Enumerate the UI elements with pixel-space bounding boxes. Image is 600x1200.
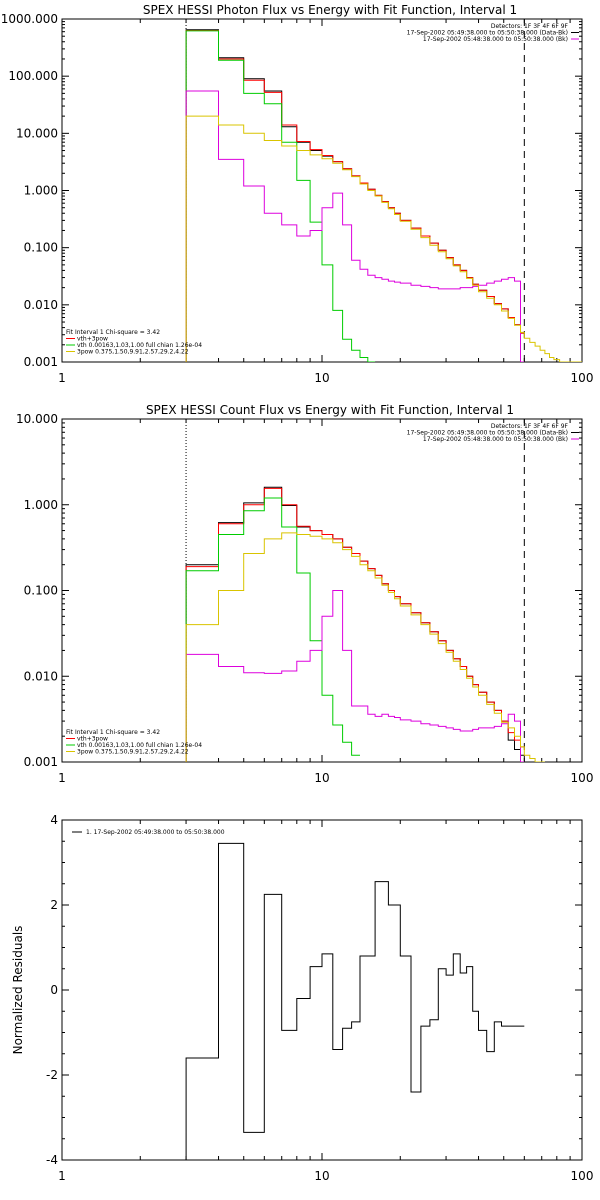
- y-tick-label: 0.001: [24, 755, 58, 769]
- legend-top-right-entry: Detectors: 1F 3F 4F 6F 9F: [491, 23, 569, 30]
- photon-flux-panel: SPEX HESSI Photon Flux vs Energy with Fi…: [1, 3, 594, 385]
- x-tick-label: 10: [314, 1169, 329, 1183]
- series-histogram: [185, 90, 525, 362]
- series-histogram: [185, 115, 582, 362]
- series-histogram: [185, 842, 525, 1160]
- panel-2-plot: 1 10 100 0.001 0.010 0.100 1.000 10.000 Detector…: [16, 412, 593, 785]
- legend-bottom-left-entry: Fit Interval 1 Chi-square = 3.42: [66, 329, 160, 336]
- x-tick-label: 100: [571, 371, 594, 385]
- y-tick-label: 10.000: [16, 126, 58, 140]
- y-tick-label: -4: [46, 1153, 58, 1167]
- legend-bottom-left-entry: 3pow 0.375,1.50,9.91,2.57,29.2,4.22: [77, 749, 189, 756]
- legend-bottom-left-entry: Fit Interval 1 Chi-square = 3.42: [66, 729, 160, 736]
- y-tick-label: 1.000: [24, 498, 58, 512]
- y-tick-label: 0.100: [24, 241, 58, 255]
- y-tick-label: 1000.000: [1, 12, 58, 26]
- residuals-ylabel: Normalized Residuals: [11, 926, 25, 1055]
- series-histogram: [185, 497, 360, 762]
- x-tick-label: 1: [58, 771, 66, 785]
- series-histogram: [185, 486, 525, 762]
- y-tick-label: 4: [50, 813, 58, 827]
- series-histogram: [185, 30, 376, 362]
- y-tick-label: 0.001: [24, 355, 58, 369]
- legend-bottom-left-entry: vth+3pow: [77, 336, 108, 343]
- panel-1-plot: 1 10 100 0.001 0.010 0.100 1.000 10.000 100.000 1…: [1, 12, 594, 385]
- y-tick-label: 100.000: [8, 69, 58, 83]
- legend-top-right-entry: 17-Sep-2002 05:48:38.000 to 05:50:38.000…: [423, 36, 568, 43]
- y-tick-label: 0.010: [24, 669, 58, 683]
- x-tick-label: 100: [571, 1169, 594, 1183]
- legend-top-right-entry: 17-Sep-2002 05:48:38.000 to 05:50:38.000…: [423, 436, 568, 443]
- legend-bottom-left-entry: 3pow 0.375,1.50,9.91,2.57,29.2,4.22: [77, 349, 189, 356]
- count-flux-panel: SPEX HESSI Count Flux vs Energy with Fit…: [16, 403, 593, 785]
- legend-top-right-entry: 17-Sep-2002 05:49:38.000 to 05:50:38.000…: [407, 30, 568, 37]
- series-histogram: [185, 487, 525, 762]
- y-tick-label: 2: [50, 898, 58, 912]
- legend-top-right-entry: 17-Sep-2002 05:49:38.000 to 05:50:38.000…: [407, 430, 568, 437]
- panel-2-title: SPEX HESSI Count Flux vs Energy with Fit…: [146, 403, 514, 417]
- y-tick-label: -2: [46, 1068, 58, 1082]
- residuals-panel: Normalized Residuals 1 10 100 -4 -2 0 2 4 1. 17-…: [11, 813, 593, 1183]
- panel-3-frame: [61, 819, 583, 1161]
- legend-bottom-left-entry: vth+3pow: [77, 736, 108, 743]
- panel-3-plot: 1 10 100 -4 -2 0 2 4 1. 17-Sep-2002 05:49:38.000…: [46, 813, 593, 1183]
- series-histogram: [185, 532, 545, 762]
- legend-top-left-entry: 1. 17-Sep-2002 05:49:38.000 to 05:50:38.…: [86, 829, 225, 836]
- series-histogram: [185, 29, 525, 362]
- legend-bottom-left-entry: vth 0.00163,1.03,1.00 full chian 1.26e-0…: [77, 742, 202, 749]
- x-tick-label: 10: [314, 371, 329, 385]
- legend-top-right-entry: Detectors: 1F 3F 4F 6F 9F: [491, 423, 569, 430]
- legend-bottom-left-entry: vth 0.00163,1.03,1.00 full chian 1.26e-0…: [77, 342, 202, 349]
- series-histogram: [185, 590, 525, 762]
- x-tick-label: 1: [58, 1169, 66, 1183]
- panel-1-title: SPEX HESSI Photon Flux vs Energy with Fi…: [143, 3, 517, 17]
- x-tick-label: 10: [314, 771, 329, 785]
- y-tick-label: 0: [50, 983, 58, 997]
- y-tick-label: 1.000: [24, 184, 58, 198]
- x-tick-label: 1: [58, 371, 66, 385]
- y-tick-label: 0.010: [24, 298, 58, 312]
- panel-2-frame: [61, 418, 583, 763]
- y-tick-label: 0.100: [24, 584, 58, 598]
- series-histogram: [185, 30, 525, 362]
- y-tick-label: 10.000: [16, 412, 58, 426]
- x-tick-label: 100: [571, 771, 594, 785]
